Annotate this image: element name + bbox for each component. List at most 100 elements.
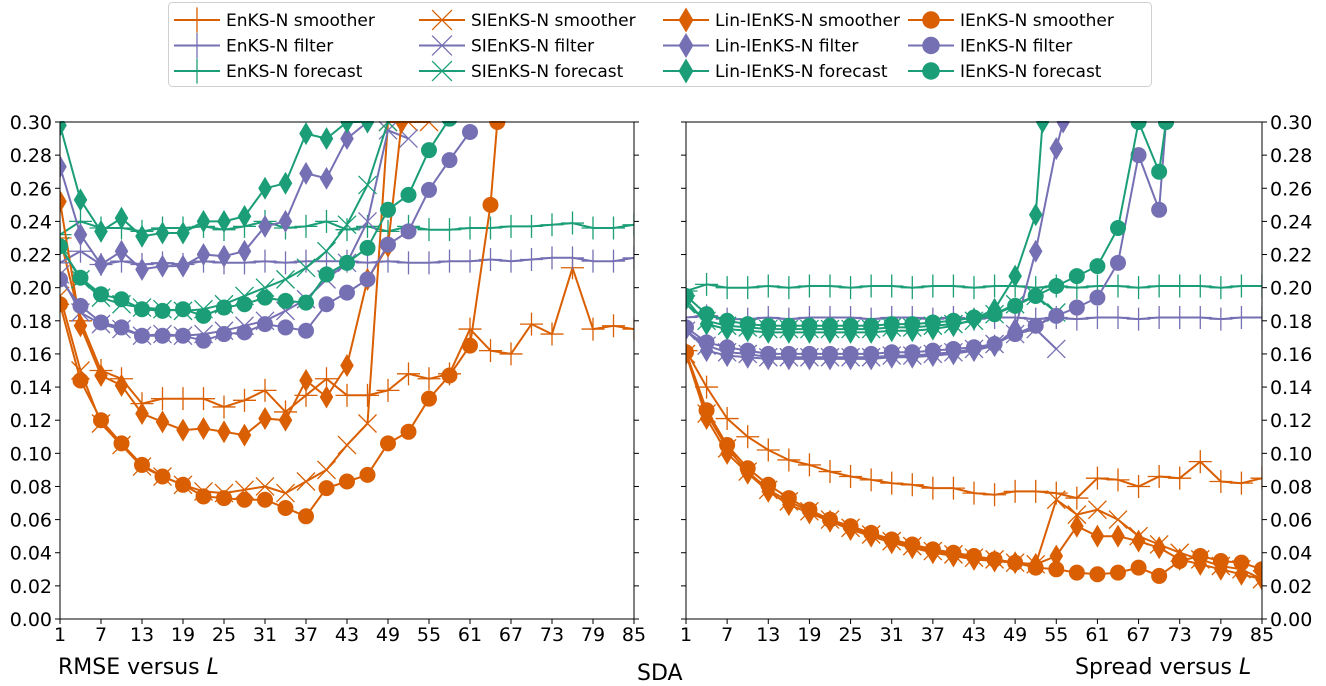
data-point [1110, 220, 1126, 237]
x-tick-label: 37 [921, 624, 945, 646]
data-point [196, 209, 211, 233]
data-point [698, 334, 715, 351]
plot-area [686, 121, 1262, 591]
panel-rmse: 0.00 0.02 0.04 0.06 0.08 0.10 0.12 0.14 0.16 0.18… [10, 112, 646, 646]
y-tick-label: 0.28 [10, 145, 52, 167]
x-tick-label: 19 [797, 624, 821, 646]
y-tick-label: 0.24 [10, 211, 52, 233]
data-point [358, 414, 377, 433]
data-point [581, 249, 605, 273]
y-tick-label: 0.26 [1270, 178, 1312, 200]
legend-label: Lin-IEnKS-N forecast [715, 62, 888, 82]
data-point [134, 301, 150, 318]
data-point [339, 284, 355, 301]
data-point [1106, 468, 1130, 492]
figure-caption-text: SDA [637, 661, 683, 686]
y-tick-label: 0.12 [1270, 410, 1312, 432]
x-tick-label: 67 [1126, 624, 1150, 646]
data-point [1089, 289, 1106, 306]
data-point [622, 213, 634, 237]
data-point [359, 466, 376, 483]
data-point [760, 317, 777, 334]
data-point [360, 121, 375, 134]
data-point [236, 324, 253, 341]
data-point [60, 271, 68, 288]
data-point [196, 243, 211, 267]
y-tick-label: 0.18 [10, 311, 52, 333]
legend-marker [431, 9, 453, 31]
data-point [155, 221, 170, 245]
data-point [904, 344, 921, 361]
data-point [1209, 307, 1233, 331]
data-point [945, 340, 962, 357]
data-point [883, 531, 900, 548]
data-point [298, 294, 314, 311]
y-tick-label: 0.20 [1270, 278, 1312, 300]
data-point [686, 344, 694, 361]
data-point [921, 274, 945, 298]
data-point [151, 387, 174, 411]
y-tick-label: 0.02 [1270, 576, 1312, 598]
y-tick-label: 0.28 [1270, 145, 1312, 167]
data-point [602, 216, 625, 240]
panel-title-spread-text: Spread versus [1075, 655, 1239, 680]
data-point [986, 306, 1003, 323]
y-tick-label: 0.10 [1270, 443, 1312, 465]
data-point [60, 190, 67, 214]
panel-title-spread-var: L [1238, 655, 1252, 680]
x-tick-label: 85 [622, 624, 646, 646]
data-point [154, 327, 171, 344]
data-point [1106, 305, 1130, 329]
data-point [135, 224, 149, 248]
data-point [1046, 339, 1066, 359]
data-point [945, 312, 962, 329]
series-line [686, 350, 1262, 500]
data-point [441, 121, 458, 127]
legend-marker [922, 11, 940, 29]
y-tick-label: 0.14 [1270, 377, 1312, 399]
legend: EnKS-N smoother EnKS-N filter EnKS-N forec… [168, 2, 1152, 87]
legend-label: Lin-IEnKS-N smoother [715, 11, 900, 31]
data-point [520, 214, 543, 238]
data-point [93, 412, 109, 429]
figure-caption: SDA [637, 661, 683, 686]
data-point [216, 299, 232, 316]
data-point [397, 251, 420, 275]
x-tick-label: 1 [54, 624, 66, 646]
series-ienks-n-filter [60, 123, 478, 349]
y-tick-label: 0.16 [1270, 344, 1312, 366]
data-point [258, 214, 272, 238]
data-point [822, 317, 838, 334]
data-point [1007, 326, 1024, 343]
legend-entry-ienks-n-forecast: IEnKS-N forecast [908, 62, 1102, 82]
data-point [94, 219, 108, 243]
legend-label: SIEnKS-N filter [471, 37, 594, 57]
legend-marker [431, 60, 453, 82]
series-line [686, 353, 1262, 581]
data-point [1067, 505, 1087, 525]
data-point [339, 254, 355, 271]
x-tick-label: 25 [212, 624, 236, 646]
panel-title-rmse-var: L [206, 655, 219, 680]
data-point [417, 218, 441, 242]
data-point [986, 551, 1003, 568]
x-tick-label: 1 [680, 624, 692, 646]
data-point [1151, 567, 1168, 584]
legend-entry-sienks-n-forecast: SIEnKS-N forecast [419, 60, 624, 82]
legend-marker [922, 36, 940, 55]
data-point [986, 335, 1003, 352]
data-point [1068, 564, 1085, 581]
data-point [315, 209, 338, 233]
x-tick-label: 61 [458, 624, 482, 646]
x-tick-label: 7 [95, 624, 107, 646]
data-point [1127, 474, 1151, 498]
data-point [195, 488, 212, 505]
y-tick-label: 0.00 [1270, 609, 1312, 631]
data-point [904, 316, 921, 333]
data-point [1068, 299, 1085, 316]
y-tick-label: 0.30 [10, 112, 52, 134]
data-point [212, 395, 236, 419]
data-point [318, 296, 335, 313]
data-point [195, 332, 212, 349]
data-point [72, 269, 89, 286]
